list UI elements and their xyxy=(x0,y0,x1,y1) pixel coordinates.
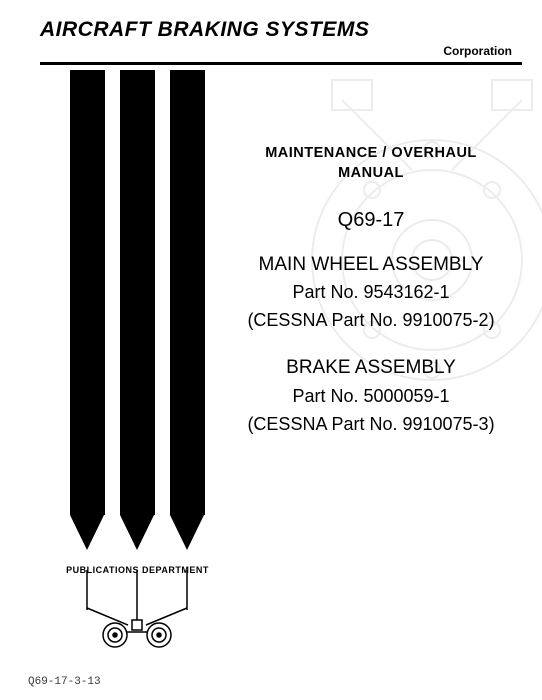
manual-title-line1: MAINTENANCE / OVERHAUL xyxy=(225,145,517,161)
logo-stripes xyxy=(70,70,205,570)
brake-cessna-part-number: (CESSNA Part No. 9910075-3) xyxy=(225,411,517,439)
manual-title-line2: MANUAL xyxy=(225,165,517,181)
wheel-cessna-part-number: (CESSNA Part No. 9910075-2) xyxy=(225,307,517,335)
brake-assembly-title: BRAKE ASSEMBLY xyxy=(225,353,517,382)
stripe-arrowhead xyxy=(70,515,104,550)
landing-gear-icon xyxy=(70,570,205,650)
stripe-arrowhead xyxy=(170,515,204,550)
cover-content: MAINTENANCE / OVERHAUL MANUAL Q69-17 MAI… xyxy=(225,145,517,438)
page: AIRCRAFT BRAKING SYSTEMS Corporation PUB… xyxy=(0,0,542,700)
stripe xyxy=(170,70,205,515)
stripe xyxy=(120,70,155,515)
brake-part-number: Part No. 5000059-1 xyxy=(225,383,517,411)
header-rule xyxy=(40,62,522,65)
company-suffix: Corporation xyxy=(40,44,522,58)
wheel-assembly-block: MAIN WHEEL ASSEMBLY Part No. 9543162-1 (… xyxy=(225,250,517,335)
document-number: Q69-17 xyxy=(225,209,517,232)
wheel-part-number: Part No. 9543162-1 xyxy=(225,279,517,307)
brake-assembly-block: BRAKE ASSEMBLY Part No. 5000059-1 (CESSN… xyxy=(225,353,517,438)
footer-document-code: Q69-17-3-13 xyxy=(28,676,101,688)
stripe-arrowhead xyxy=(120,515,154,550)
company-name: AIRCRAFT BRAKING SYSTEMS xyxy=(40,18,522,42)
header: AIRCRAFT BRAKING SYSTEMS Corporation xyxy=(40,18,522,58)
stripe xyxy=(70,70,105,515)
wheel-assembly-title: MAIN WHEEL ASSEMBLY xyxy=(225,250,517,279)
